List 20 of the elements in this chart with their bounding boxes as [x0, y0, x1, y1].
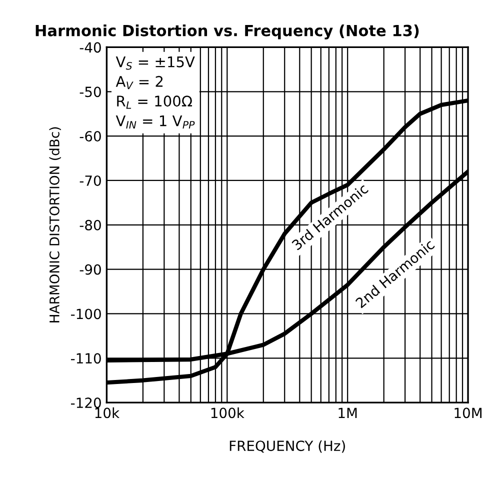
y-tick-label: -70 — [80, 175, 101, 186]
x-tick-label: 10M — [454, 408, 482, 418]
x-axis-title: FREQUENCY (Hz) — [230, 440, 345, 453]
x-tick-label: 1M — [338, 408, 357, 418]
y-tick-label: -110 — [70, 353, 101, 364]
y-axis-title: HARMONIC DISTORTION (dBc) — [49, 127, 61, 322]
annotation: V$_{IN}$ = 1 V$_{PP}$ — [116, 115, 195, 129]
annotation: V$_{S}$ = ±15V — [116, 56, 195, 70]
y-tick-label: -90 — [80, 264, 101, 275]
chart-title: Harmonic Distortion vs. Frequency (Note 13) — [36, 24, 419, 40]
x-tick-label: 100k — [211, 407, 244, 418]
y-tick-label: -80 — [80, 220, 101, 230]
y-tick-label: -60 — [80, 131, 101, 142]
y-tick-label: -100 — [70, 308, 101, 320]
y-tick-label: -40 — [80, 42, 101, 53]
y-tick-label: -50 — [80, 86, 101, 98]
x-tick-label: 10k — [95, 407, 120, 418]
annotation: R$_{L}$ = 100Ω — [117, 96, 192, 109]
y-tick-label: -120 — [70, 398, 101, 408]
annotation: A$_{V}$ = 2 — [116, 76, 163, 90]
